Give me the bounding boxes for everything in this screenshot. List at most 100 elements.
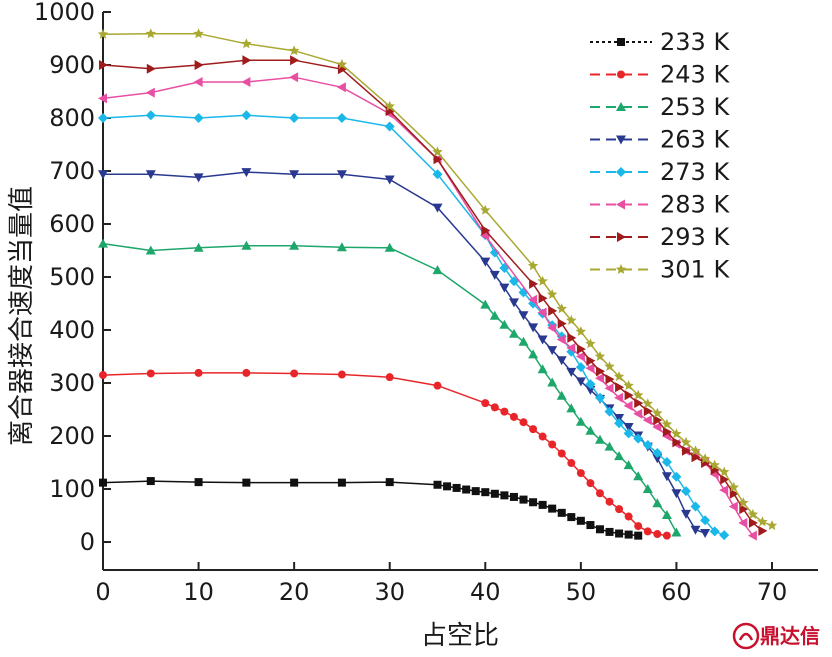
- data-point: [634, 398, 644, 409]
- data-point: [241, 168, 252, 178]
- data-point: [595, 434, 605, 444]
- legend-item-273k: 273 K: [590, 158, 730, 186]
- data-point: [432, 146, 443, 157]
- data-point: [681, 509, 691, 519]
- data-point: [566, 367, 577, 377]
- data-point: [728, 501, 738, 512]
- data-point: [98, 238, 108, 248]
- data-point: [385, 373, 394, 382]
- legend-marker: [616, 167, 626, 177]
- watermark: 鼎达信: [732, 622, 820, 650]
- data-point: [614, 451, 625, 461]
- data-point: [661, 457, 672, 467]
- data-point: [556, 334, 566, 345]
- data-point: [671, 527, 682, 537]
- y-tick-label: 300: [49, 369, 95, 397]
- data-point: [557, 449, 566, 458]
- series-243k: [99, 368, 671, 540]
- data-point: [500, 491, 509, 500]
- legend-marker: [616, 102, 626, 111]
- data-point: [529, 498, 538, 507]
- y-tick-label: 800: [49, 104, 95, 132]
- data-point: [652, 454, 663, 464]
- legend-label: 243 K: [660, 61, 730, 89]
- data-point: [490, 489, 499, 498]
- x-tick-label: 60: [661, 578, 692, 606]
- data-point: [672, 437, 682, 448]
- data-point: [585, 379, 596, 390]
- legend-marker: [615, 264, 627, 274]
- data-point: [290, 369, 299, 378]
- data-point: [757, 516, 768, 527]
- data-point: [623, 400, 633, 411]
- data-point: [681, 486, 691, 497]
- data-point: [653, 415, 663, 426]
- data-point: [241, 240, 252, 250]
- data-point: [557, 508, 566, 517]
- legend-item-263k: 263 K: [590, 126, 730, 154]
- data-point: [567, 459, 576, 468]
- series-line-243k: [102, 372, 668, 537]
- data-point: [576, 344, 586, 355]
- data-point: [99, 478, 107, 487]
- data-point: [719, 466, 730, 477]
- data-point: [433, 154, 443, 165]
- series-line-293k: [102, 59, 763, 532]
- data-point: [634, 531, 643, 540]
- data-point: [596, 366, 605, 377]
- data-point: [633, 433, 644, 444]
- data-point: [682, 445, 691, 456]
- data-point: [699, 453, 711, 464]
- data-point: [623, 380, 634, 391]
- data-point: [336, 59, 348, 69]
- data-point: [98, 170, 108, 180]
- data-point: [690, 501, 701, 512]
- data-point: [518, 311, 529, 321]
- data-point: [575, 326, 587, 336]
- data-point: [642, 484, 653, 493]
- data-point: [739, 504, 749, 515]
- data-point: [738, 517, 748, 528]
- data-point: [604, 441, 615, 451]
- data-point: [652, 422, 662, 432]
- data-point: [643, 527, 652, 536]
- data-point: [556, 356, 567, 366]
- data-point: [709, 459, 720, 470]
- data-point: [290, 55, 300, 66]
- data-point: [719, 485, 729, 496]
- data-point: [557, 318, 567, 329]
- data-point: [633, 408, 643, 419]
- data-point: [720, 474, 730, 485]
- data-point: [337, 370, 346, 379]
- data-point: [509, 492, 518, 501]
- data-point: [605, 497, 614, 506]
- data-point: [605, 374, 615, 385]
- data-point: [585, 338, 596, 349]
- data-point: [518, 336, 529, 346]
- data-point: [652, 498, 663, 508]
- data-point: [480, 204, 491, 215]
- data-point: [462, 485, 471, 494]
- series-layer: [97, 28, 778, 541]
- x-tick-label: 70: [757, 578, 788, 606]
- data-point: [146, 63, 156, 74]
- data-point: [766, 520, 778, 530]
- data-point: [452, 483, 461, 492]
- y-ticks: 0 100 200 300 400 500 600 700 800 900 1000: [34, 0, 111, 556]
- data-point: [700, 515, 711, 526]
- data-point: [624, 390, 634, 401]
- data-point: [145, 170, 156, 180]
- data-point: [384, 121, 395, 132]
- legend-marker: [617, 70, 625, 79]
- data-point: [480, 257, 491, 267]
- series-line-273k: [102, 114, 725, 536]
- data-point: [481, 488, 490, 497]
- data-point: [747, 508, 759, 519]
- y-tick-label: 400: [49, 316, 95, 344]
- data-point: [566, 315, 577, 325]
- data-point: [604, 361, 615, 371]
- data-point: [499, 319, 510, 329]
- data-point: [289, 240, 300, 250]
- data-point: [433, 381, 442, 390]
- y-axis-title: 离合器接合速度当量值: [7, 186, 37, 446]
